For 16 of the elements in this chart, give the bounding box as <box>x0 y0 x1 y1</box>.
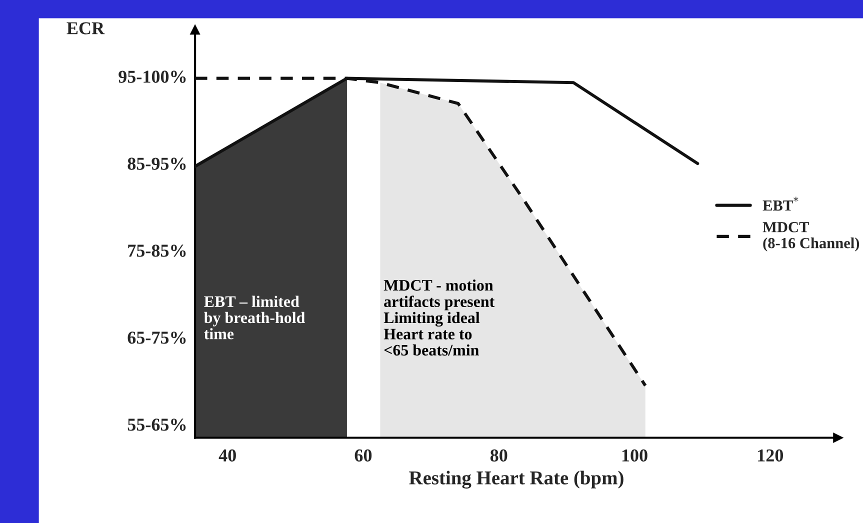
x-tick-label: 80 <box>490 449 508 462</box>
annotation: EBT – limited by breath-hold time <box>204 296 306 340</box>
x-tick-label: 40 <box>218 449 236 462</box>
text: 85-95% <box>128 158 186 170</box>
legend-label: MDCT (8-16 Channel) <box>762 222 860 252</box>
x-axis-title: Resting Heart Rate (bpm) <box>409 470 624 489</box>
legend-label: EBT$^{*}$ <box>762 196 798 211</box>
x-tick-label: 120 <box>758 449 784 462</box>
text: 55-65% <box>128 418 186 431</box>
text: 75-85% <box>128 244 186 257</box>
annotation: MDCT - motion artifacts present Limiting ideal Heart rate to <65 beats/min <box>384 279 495 356</box>
text: 95-100% <box>118 70 186 83</box>
text: 65-75% <box>128 332 186 344</box>
x-tick-label: 60 <box>354 449 372 462</box>
text: ECR <box>66 22 105 34</box>
x-tick-label: 100 <box>622 449 648 462</box>
